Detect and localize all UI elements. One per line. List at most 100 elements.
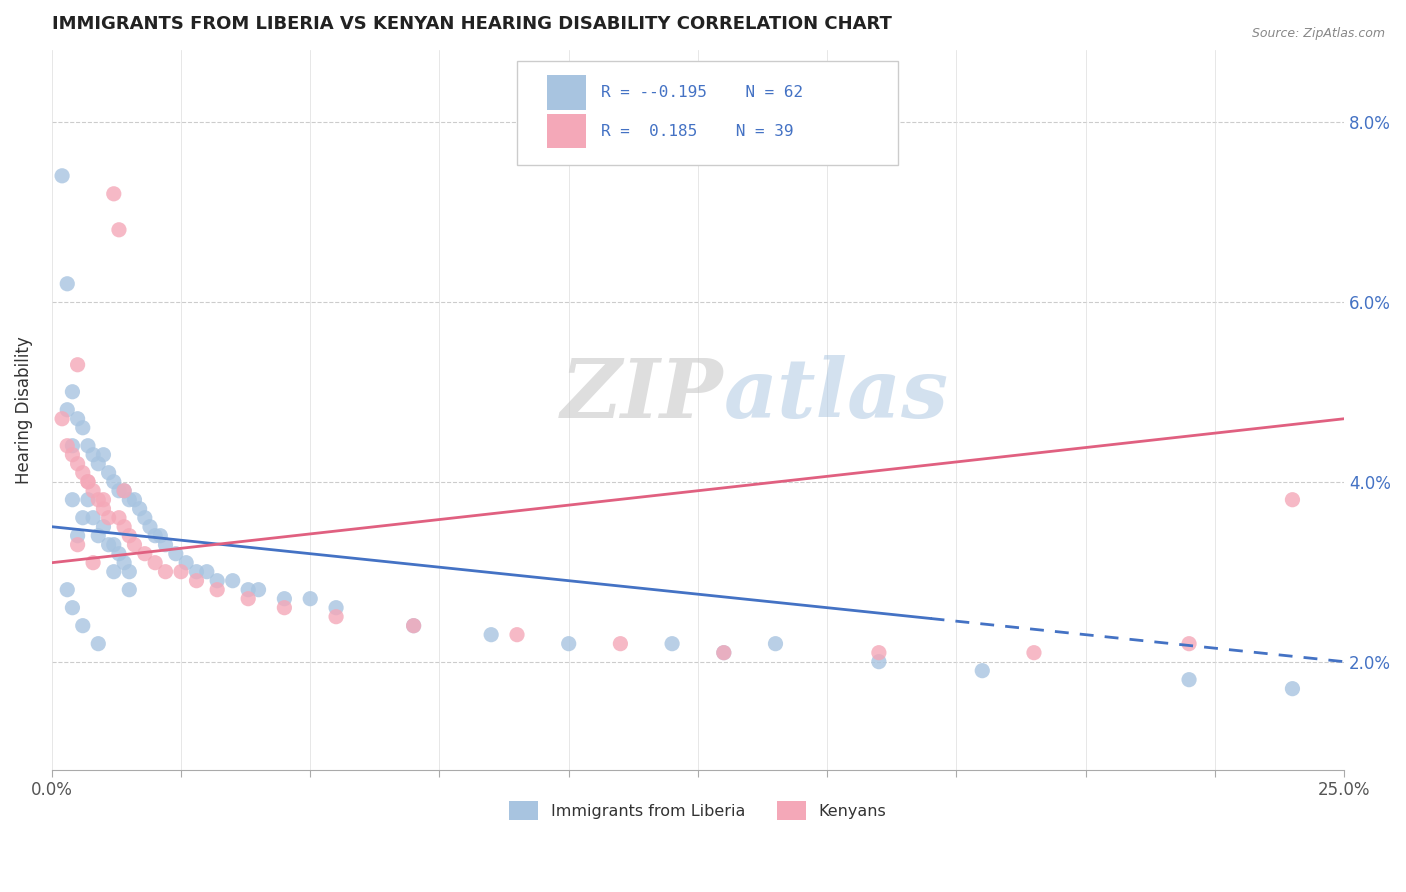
Point xyxy=(972,664,994,678)
Point xyxy=(124,538,146,552)
Point xyxy=(143,556,166,570)
Point xyxy=(87,529,110,543)
Point xyxy=(186,565,208,579)
Point xyxy=(1178,673,1201,687)
Point xyxy=(62,492,84,507)
Text: R = --0.195    N = 62: R = --0.195 N = 62 xyxy=(600,85,803,100)
Point xyxy=(87,457,110,471)
Point xyxy=(62,439,84,453)
FancyBboxPatch shape xyxy=(547,75,585,110)
Point xyxy=(128,501,150,516)
Point xyxy=(62,384,84,399)
Point xyxy=(1281,681,1303,696)
Text: R =  0.185    N = 39: R = 0.185 N = 39 xyxy=(600,124,793,138)
Point xyxy=(51,411,73,425)
Point xyxy=(713,646,735,660)
Point xyxy=(72,618,94,632)
Point xyxy=(108,510,131,524)
Point xyxy=(1281,492,1303,507)
Point xyxy=(205,582,228,597)
Point xyxy=(609,637,631,651)
Point xyxy=(186,574,208,588)
Point xyxy=(479,628,502,642)
Point xyxy=(165,547,187,561)
Point xyxy=(108,547,131,561)
Point xyxy=(139,519,162,533)
Point xyxy=(93,501,115,516)
Point xyxy=(66,411,89,425)
Text: IMMIGRANTS FROM LIBERIA VS KENYAN HEARING DISABILITY CORRELATION CHART: IMMIGRANTS FROM LIBERIA VS KENYAN HEARIN… xyxy=(52,15,891,33)
Point xyxy=(134,547,156,561)
FancyBboxPatch shape xyxy=(517,61,898,165)
Point xyxy=(1178,637,1201,651)
Point xyxy=(1022,646,1045,660)
Point xyxy=(868,646,890,660)
Point xyxy=(87,637,110,651)
Point xyxy=(713,646,735,660)
Point xyxy=(103,186,125,201)
Point xyxy=(112,483,135,498)
Point xyxy=(273,600,295,615)
Point xyxy=(273,591,295,606)
Point xyxy=(77,475,100,489)
Point xyxy=(221,574,243,588)
Point xyxy=(112,519,135,533)
Point xyxy=(97,466,120,480)
Text: atlas: atlas xyxy=(724,355,949,435)
Point xyxy=(108,223,131,237)
Point xyxy=(72,466,94,480)
Point xyxy=(765,637,787,651)
Point xyxy=(299,591,322,606)
Point xyxy=(325,600,347,615)
Legend: Immigrants from Liberia, Kenyans: Immigrants from Liberia, Kenyans xyxy=(503,794,893,827)
Point xyxy=(97,538,120,552)
Point xyxy=(93,448,115,462)
Point xyxy=(661,637,683,651)
Point xyxy=(56,402,79,417)
Point xyxy=(118,582,141,597)
Point xyxy=(557,637,579,651)
Point xyxy=(82,556,104,570)
Point xyxy=(103,475,125,489)
Point xyxy=(143,529,166,543)
Text: ZIP: ZIP xyxy=(561,355,724,435)
Point xyxy=(149,529,172,543)
Point xyxy=(112,556,135,570)
Point xyxy=(72,510,94,524)
Point xyxy=(66,538,89,552)
Point xyxy=(402,618,425,632)
Point xyxy=(134,510,156,524)
Y-axis label: Hearing Disability: Hearing Disability xyxy=(15,336,32,483)
Point xyxy=(77,475,100,489)
Point xyxy=(325,609,347,624)
Point xyxy=(155,538,177,552)
Point xyxy=(97,510,120,524)
Point xyxy=(112,483,135,498)
Point xyxy=(72,421,94,435)
Point xyxy=(56,439,79,453)
Point xyxy=(62,600,84,615)
Point xyxy=(124,492,146,507)
Point xyxy=(82,510,104,524)
Point xyxy=(82,483,104,498)
Point xyxy=(51,169,73,183)
Point xyxy=(93,492,115,507)
Point xyxy=(174,556,197,570)
Point xyxy=(402,618,425,632)
FancyBboxPatch shape xyxy=(547,114,585,148)
Point xyxy=(195,565,218,579)
Point xyxy=(93,519,115,533)
Point xyxy=(155,565,177,579)
Point xyxy=(506,628,529,642)
Point xyxy=(77,439,100,453)
Point xyxy=(238,591,260,606)
Point xyxy=(103,565,125,579)
Point xyxy=(238,582,260,597)
Point xyxy=(87,492,110,507)
Point xyxy=(108,483,131,498)
Point xyxy=(170,565,193,579)
Point xyxy=(62,448,84,462)
Point xyxy=(103,538,125,552)
Point xyxy=(82,448,104,462)
Point xyxy=(118,529,141,543)
